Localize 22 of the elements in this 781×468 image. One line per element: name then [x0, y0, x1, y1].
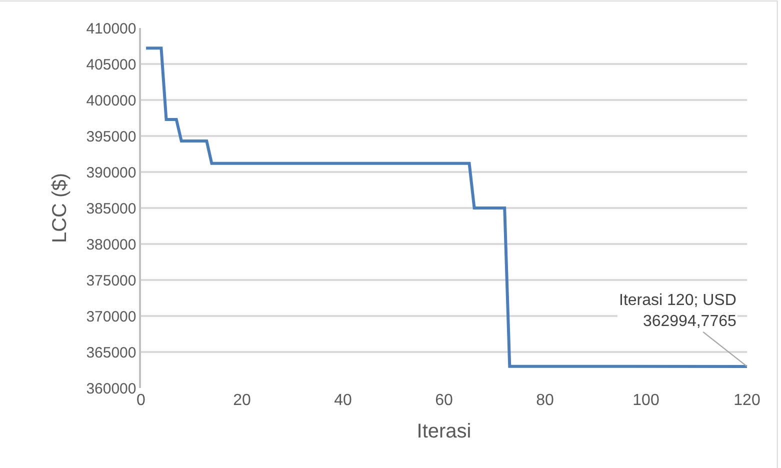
- y-tick-label: 410000: [86, 20, 136, 38]
- x-tick-label: 100: [632, 392, 660, 409]
- x-tick-label: 20: [233, 392, 251, 409]
- y-tick-label: 380000: [86, 236, 136, 254]
- y-tick-label: 370000: [86, 308, 136, 326]
- x-tick-label: 60: [435, 392, 453, 409]
- y-tick-label: 395000: [86, 128, 136, 146]
- x-tick-label: 40: [334, 392, 352, 409]
- x-tick-label: 80: [536, 392, 554, 409]
- y-tick-label: 360000: [86, 380, 136, 398]
- x-tick-label: 120: [734, 392, 760, 409]
- y-tick-label: 375000: [86, 272, 136, 290]
- y-axis-title: LCC ($): [49, 172, 72, 244]
- x-axis-title: Iterasi: [416, 420, 472, 442]
- y-tick-label: 405000: [86, 56, 136, 74]
- y-tick-label: 400000: [86, 92, 136, 110]
- y-tick-label: 385000: [86, 200, 136, 218]
- annotation: Iterasi 120; USD 362994,7765: [619, 292, 736, 330]
- y-tick-label: 390000: [86, 164, 136, 182]
- x-tick-label: 0: [136, 392, 146, 409]
- y-tick-label: 365000: [86, 344, 136, 362]
- line-series: [144, 46, 747, 368]
